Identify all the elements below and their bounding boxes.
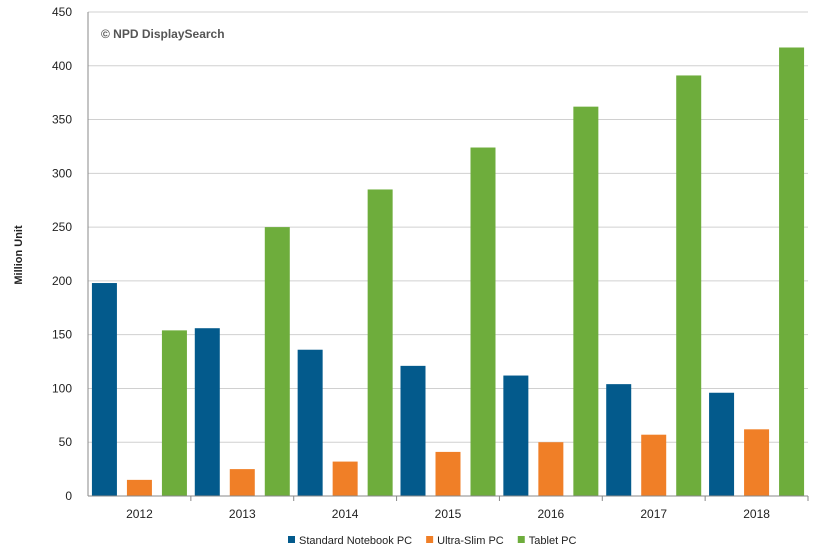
y-tick-label: 200 [52, 274, 72, 288]
y-tick-label: 400 [52, 59, 72, 73]
bar [332, 461, 358, 496]
bar [709, 392, 735, 496]
x-tick-label: 2014 [332, 507, 359, 521]
bar [435, 451, 461, 496]
watermark: © NPD DisplaySearch [101, 27, 225, 41]
x-tick-labels: 2012 2013 2014 2015 2016 2017 2018 [126, 507, 770, 521]
legend-swatch [288, 536, 295, 543]
legend-label: Standard Notebook PC [299, 535, 412, 547]
bar [400, 365, 426, 496]
bar [606, 384, 632, 496]
y-tick-label: 300 [52, 166, 72, 180]
x-tick-label: 2012 [126, 507, 153, 521]
y-tick-label: 250 [52, 220, 72, 234]
x-tick-label: 2017 [640, 507, 667, 521]
bar [229, 469, 255, 496]
y-tick-labels: 0 50 100 150 200 250 300 350 400 450 [52, 5, 72, 503]
x-tick-label: 2016 [538, 507, 565, 521]
y-axis-label: Million Unit [13, 225, 25, 285]
bar [194, 328, 220, 496]
axes [87, 12, 809, 501]
x-tick-label: 2018 [743, 507, 770, 521]
bar [503, 375, 529, 496]
legend-swatch [426, 536, 434, 543]
legend-label: Tablet PC [529, 535, 577, 547]
bar [779, 47, 805, 496]
x-tick-label: 2015 [435, 507, 462, 521]
bar [538, 442, 564, 496]
bar [676, 75, 702, 497]
bar [161, 330, 187, 496]
bar [744, 429, 770, 496]
y-tick-label: 0 [65, 489, 72, 503]
y-tick-label: 150 [52, 328, 72, 342]
bar [573, 106, 599, 496]
legend-swatch [517, 536, 525, 543]
bar [367, 189, 393, 496]
bar [641, 434, 667, 496]
bars [91, 47, 805, 497]
bar [264, 227, 290, 496]
bar [126, 479, 152, 496]
y-tick-label: 50 [59, 435, 73, 449]
x-tick-label: 2013 [229, 507, 256, 521]
bar [470, 147, 496, 496]
bar [91, 283, 117, 496]
legend-label: Ultra-Slim PC [437, 535, 504, 547]
legend: Standard Notebook PC Ultra-Slim PC Tablet … [288, 535, 577, 547]
y-tick-label: 100 [52, 381, 72, 395]
bar [297, 349, 323, 496]
y-tick-label: 450 [52, 5, 72, 19]
y-tick-label: 350 [52, 113, 72, 127]
